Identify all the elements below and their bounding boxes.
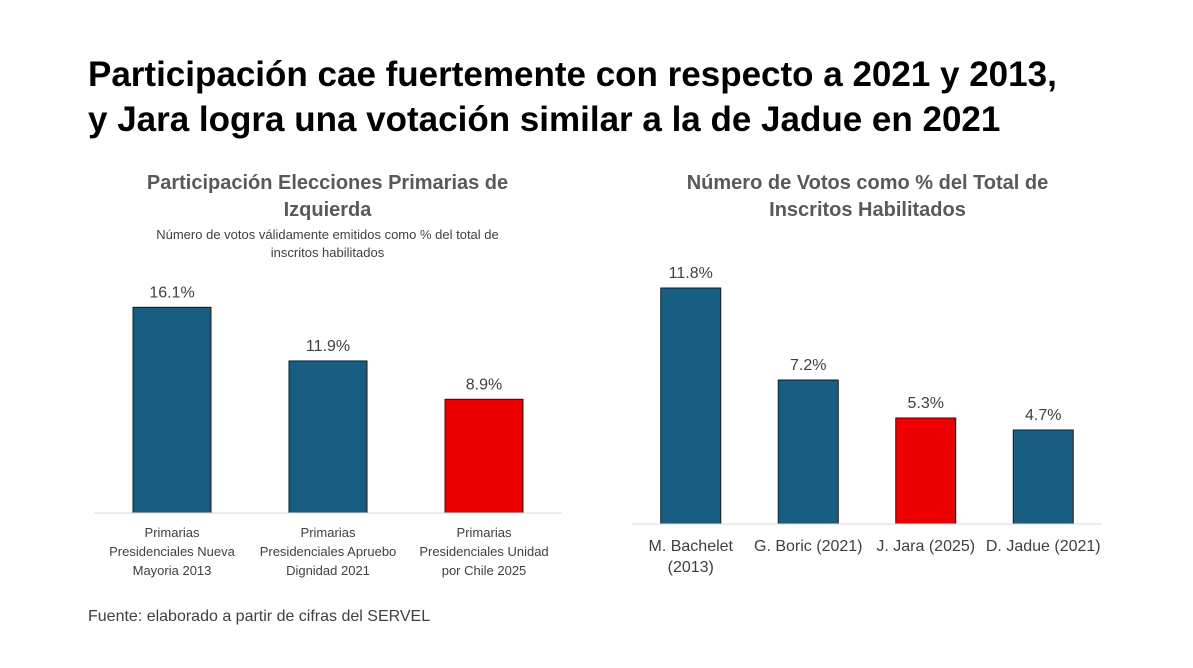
data-label-4: 4.7% <box>1025 407 1061 424</box>
left-chart-title-line2: Izquierda <box>283 199 372 221</box>
left-chart-subtitle-line2: inscritos habilitados <box>270 245 385 260</box>
category-label-line: D. Jadue (2021) <box>986 538 1101 555</box>
bar-3 <box>895 417 957 525</box>
right-chart-panel: Número de Votos como % del Total de Insc… <box>630 170 1105 590</box>
right-chart-title-line1: Número de Votos como % del Total de <box>686 172 1049 194</box>
source-note: Fuente: elaborado a partir de cifras del… <box>88 608 431 625</box>
category-label-3: J. Jara (2025) <box>876 538 975 555</box>
bar-1 <box>660 287 722 525</box>
category-label-line: Primarias <box>301 525 356 540</box>
category-label-1: M. Bachelet (2013) <box>649 538 734 576</box>
category-label-line: (2013) <box>668 559 714 576</box>
data-label-2: 7.2% <box>790 357 826 374</box>
left-bar-chart: 16.1% Primarias Presidenciales Nueva Mayori… <box>94 284 562 578</box>
bar-4 <box>1012 429 1074 525</box>
data-label-2: 11.9% <box>306 338 350 355</box>
right-bar-chart: 11.8% M. Bachelet (2013) 7.2% G. Boric (2021… <box>632 265 1102 576</box>
bar-3 <box>444 398 524 514</box>
left-chart-title: Participación Elecciones Primarias de Iz… <box>90 170 565 224</box>
bar-2 <box>777 379 839 525</box>
category-label-2: G. Boric (2021) <box>754 538 862 555</box>
main-title-line2: y Jara logra una votación similar a la d… <box>88 100 1001 139</box>
main-title-line1: Participación cae fuertemente con respec… <box>88 55 1057 94</box>
category-label-3: Primarias Presidenciales Unidad por Chile … <box>419 525 548 578</box>
main-title: Participación cae fuertemente con respec… <box>88 52 1148 142</box>
left-chart-subtitle: Número de votos válidamente emitidos com… <box>90 226 565 262</box>
data-label-1: 16.1% <box>149 284 194 301</box>
category-label-line: G. Boric (2021) <box>754 538 862 555</box>
category-label-line: Presidenciales Apruebo <box>260 544 397 559</box>
right-chart-title: Número de Votos como % del Total de Insc… <box>630 170 1105 224</box>
category-label-line: Presidenciales Unidad <box>419 544 548 559</box>
data-label-1: 11.8% <box>669 265 713 282</box>
category-label-line: por Chile 2025 <box>442 563 527 578</box>
category-label-line: Presidenciales Nueva <box>109 544 236 559</box>
category-label-1: Primarias Presidenciales Nueva Mayoria 201… <box>109 525 236 578</box>
category-label-line: Mayoria 2013 <box>133 563 212 578</box>
category-label-line: M. Bachelet <box>649 538 734 555</box>
category-label-line: Primarias <box>457 525 512 540</box>
data-label-3: 5.3% <box>908 395 944 412</box>
category-label-line: Primarias <box>145 525 200 540</box>
right-chart-title-line2: Inscritos Habilitados <box>769 199 966 221</box>
category-label-line: Dignidad 2021 <box>286 563 370 578</box>
data-label-3: 8.9% <box>466 376 502 393</box>
category-label-line: J. Jara (2025) <box>876 538 975 555</box>
left-chart-panel: Participación Elecciones Primarias de Iz… <box>90 170 565 590</box>
bar-1 <box>132 306 212 514</box>
left-chart-subtitle-line1: Número de votos válidamente emitidos com… <box>156 227 499 242</box>
category-label-2: Primarias Presidenciales Apruebo Dignidad … <box>260 525 397 578</box>
bar-2 <box>288 360 368 514</box>
left-chart-title-line1: Participación Elecciones Primarias de <box>146 172 509 194</box>
category-label-4: D. Jadue (2021) <box>986 538 1101 555</box>
